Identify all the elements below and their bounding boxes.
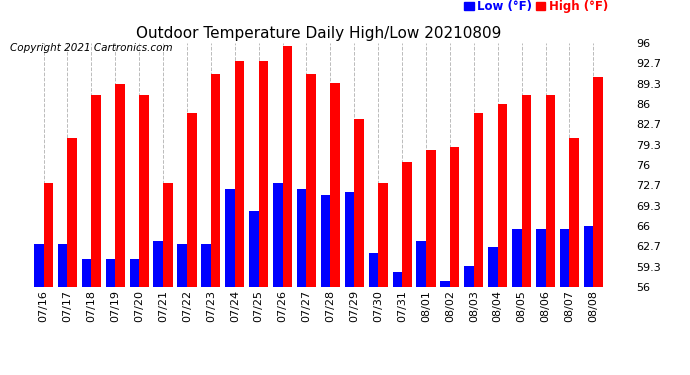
Bar [106, 260, 115, 287]
Bar [354, 119, 364, 287]
Bar [235, 62, 244, 287]
Bar [440, 281, 450, 287]
Bar [211, 74, 220, 287]
Bar [378, 183, 388, 287]
Bar [402, 162, 412, 287]
Bar [345, 192, 354, 287]
Bar [488, 247, 497, 287]
Bar [546, 95, 555, 287]
Bar [201, 244, 211, 287]
Bar [259, 62, 268, 287]
Legend: Low (°F), High (°F): Low (°F), High (°F) [460, 0, 613, 18]
Bar [497, 104, 507, 287]
Bar [464, 266, 474, 287]
Bar [163, 183, 172, 287]
Bar [297, 189, 306, 287]
Bar [225, 189, 235, 287]
Bar [368, 254, 378, 287]
Bar [321, 195, 331, 287]
Bar [593, 76, 603, 287]
Bar [82, 260, 91, 287]
Bar [331, 83, 340, 287]
Bar [536, 229, 546, 287]
Bar [130, 260, 139, 287]
Bar [512, 229, 522, 287]
Bar [139, 95, 149, 287]
Bar [474, 113, 484, 287]
Bar [249, 211, 259, 287]
Bar [115, 84, 125, 287]
Bar [584, 226, 593, 287]
Bar [283, 46, 292, 287]
Bar [417, 241, 426, 287]
Bar [34, 244, 43, 287]
Bar [522, 95, 531, 287]
Bar [393, 272, 402, 287]
Bar [450, 147, 460, 287]
Title: Outdoor Temperature Daily High/Low 20210809: Outdoor Temperature Daily High/Low 20210… [136, 26, 501, 40]
Bar [153, 241, 163, 287]
Bar [68, 138, 77, 287]
Bar [187, 113, 197, 287]
Bar [306, 74, 316, 287]
Bar [43, 183, 53, 287]
Bar [560, 229, 569, 287]
Bar [91, 95, 101, 287]
Bar [569, 138, 579, 287]
Bar [58, 244, 68, 287]
Bar [273, 183, 283, 287]
Bar [177, 244, 187, 287]
Bar [426, 150, 435, 287]
Text: Copyright 2021 Cartronics.com: Copyright 2021 Cartronics.com [10, 43, 173, 53]
